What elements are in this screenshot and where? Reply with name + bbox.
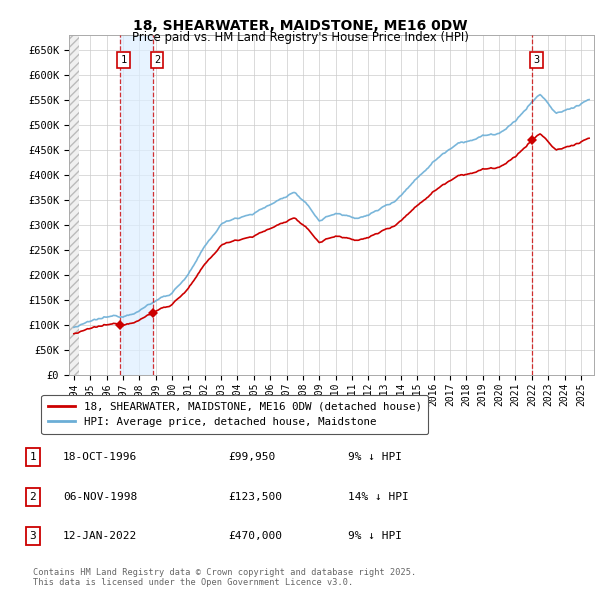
Text: 2: 2 [29,492,37,502]
Text: 9% ↓ HPI: 9% ↓ HPI [348,453,402,462]
Text: 9% ↓ HPI: 9% ↓ HPI [348,531,402,540]
Text: 14% ↓ HPI: 14% ↓ HPI [348,492,409,502]
Text: 2: 2 [154,55,160,65]
Text: 06-NOV-1998: 06-NOV-1998 [63,492,137,502]
Text: Contains HM Land Registry data © Crown copyright and database right 2025.
This d: Contains HM Land Registry data © Crown c… [33,568,416,587]
Bar [119,35,153,375]
Text: 18-OCT-1996: 18-OCT-1996 [63,453,137,462]
Text: 3: 3 [29,531,37,540]
Text: 12-JAN-2022: 12-JAN-2022 [63,531,137,540]
Text: 18, SHEARWATER, MAIDSTONE, ME16 0DW: 18, SHEARWATER, MAIDSTONE, ME16 0DW [133,19,467,34]
Legend: 18, SHEARWATER, MAIDSTONE, ME16 0DW (detached house), HPI: Average price, detach: 18, SHEARWATER, MAIDSTONE, ME16 0DW (det… [41,395,428,434]
Text: 1: 1 [29,453,37,462]
Text: £470,000: £470,000 [228,531,282,540]
Text: £123,500: £123,500 [228,492,282,502]
Text: 1: 1 [121,55,127,65]
Text: 3: 3 [533,55,539,65]
Text: £99,950: £99,950 [228,453,275,462]
Text: Price paid vs. HM Land Registry's House Price Index (HPI): Price paid vs. HM Land Registry's House … [131,31,469,44]
